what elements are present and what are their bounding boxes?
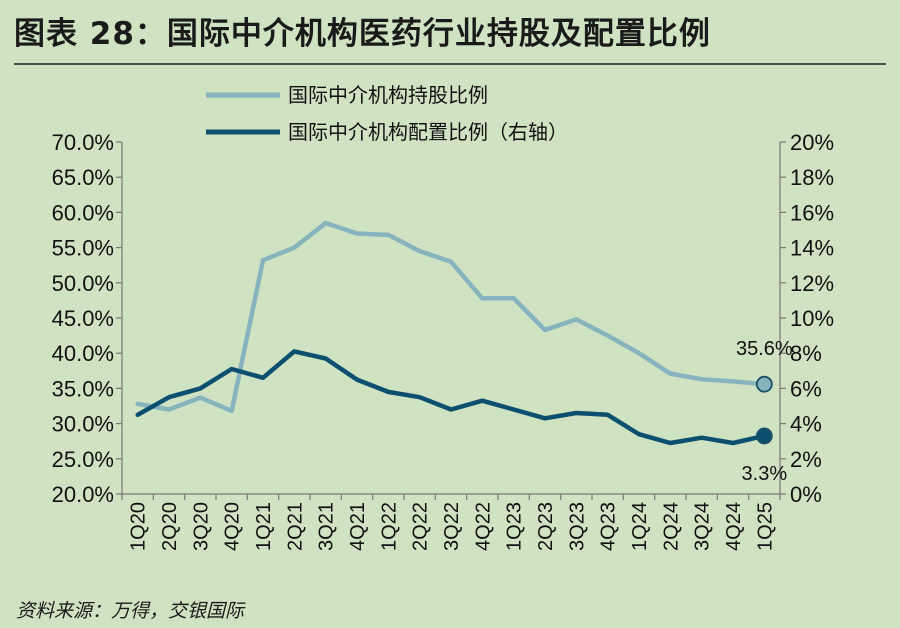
- y-left-tick-label: 70.0%: [52, 130, 114, 155]
- x-tick-label: 3Q24: [692, 502, 714, 551]
- y-left-tick-label: 40.0%: [52, 341, 114, 366]
- y-left-tick-label: 20.0%: [52, 482, 114, 507]
- x-tick-label: 2Q21: [284, 502, 306, 551]
- y-right-tick-label: 4%: [790, 412, 822, 437]
- y-left-tick-label: 50.0%: [52, 271, 114, 296]
- legend-label: 国际中介机构持股比例: [288, 83, 488, 107]
- y-right-tick-label: 0%: [790, 482, 822, 507]
- x-tick-label: 3Q22: [441, 502, 463, 551]
- end-marker: [755, 427, 773, 445]
- x-tick-label: 2Q24: [660, 502, 682, 551]
- data-label: 3.3%: [742, 463, 788, 485]
- y-right-tick-label: 6%: [790, 376, 822, 401]
- y-left-tick-label: 65.0%: [52, 165, 114, 190]
- y-left-tick-label: 55.0%: [52, 236, 114, 261]
- y-right-tick-label: 2%: [790, 447, 822, 472]
- y-right-tick-label: 12%: [790, 271, 834, 296]
- y-right-tick-label: 10%: [790, 306, 834, 331]
- source-note: 资料来源：万得，交银国际: [16, 600, 245, 622]
- x-tick-label: 3Q23: [566, 502, 588, 551]
- y-left-tick-label: 30.0%: [52, 412, 114, 437]
- x-tick-label: 1Q22: [378, 502, 400, 551]
- chart-title: 图表 28：国际中介机构医药行业持股及配置比例: [14, 16, 711, 52]
- x-tick-label: 2Q23: [535, 502, 557, 551]
- y-left-tick-label: 45.0%: [52, 306, 114, 331]
- y-left-tick-label: 25.0%: [52, 447, 114, 472]
- y-left-tick-label: 60.0%: [52, 200, 114, 225]
- x-tick-label: 1Q25: [754, 502, 776, 551]
- x-tick-label: 1Q23: [504, 502, 526, 551]
- x-tick-label: 4Q24: [723, 502, 745, 551]
- x-tick-label: 4Q23: [598, 502, 620, 551]
- legend-label: 国际中介机构配置比例（右轴）: [288, 120, 568, 144]
- x-tick-label: 3Q21: [316, 502, 338, 551]
- y-right-tick-label: 18%: [790, 165, 834, 190]
- x-tick-label: 4Q20: [222, 502, 244, 551]
- x-tick-label: 2Q22: [410, 502, 432, 551]
- x-tick-label: 4Q22: [472, 502, 494, 551]
- data-label: 35.6%: [736, 338, 793, 360]
- y-right-tick-label: 16%: [790, 200, 834, 225]
- series-line-holding: [135, 220, 767, 414]
- x-tick-label: 1Q21: [253, 502, 275, 551]
- y-right-tick-label: 20%: [790, 130, 834, 155]
- x-tick-label: 2Q20: [159, 502, 181, 551]
- y-right-tick-label: 8%: [790, 341, 822, 366]
- x-tick-label: 4Q21: [347, 502, 369, 551]
- y-right-tick-label: 14%: [790, 236, 834, 261]
- series-line-allocation: [135, 349, 767, 446]
- x-tick-label: 1Q24: [629, 502, 651, 551]
- x-tick-label: 1Q20: [128, 502, 150, 551]
- y-left-tick-label: 35.0%: [52, 376, 114, 401]
- x-tick-label: 3Q20: [190, 502, 212, 551]
- end-marker: [755, 375, 773, 393]
